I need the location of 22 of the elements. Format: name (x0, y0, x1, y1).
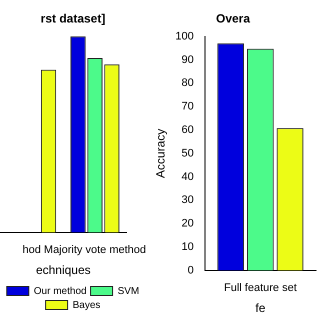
x-tick-label: hod (22, 244, 41, 256)
y-tick-label: 20 (182, 218, 194, 230)
y-tick-label: 70 (182, 100, 194, 113)
y-tick-label: 60 (182, 124, 194, 136)
y-tick-label: 90 (182, 54, 194, 66)
x-axis-title: fe (255, 301, 266, 316)
legend-label: Our method (34, 286, 87, 297)
legend-label: Bayes (72, 300, 100, 311)
x-tick-label: Full feature set (224, 282, 297, 294)
x-axis-title: echniques (36, 263, 91, 278)
y-tick-label: 80 (182, 77, 194, 90)
y-tick-label: 30 (182, 194, 194, 206)
y-tick-label: 10 (182, 241, 194, 254)
y-axis-title: Accuracy (154, 128, 168, 178)
chart-title: Overa (216, 12, 250, 26)
y-tick-label: 40 (182, 170, 194, 183)
y-tick-label: 50 (182, 147, 194, 160)
y-tick-label: 0 (188, 264, 194, 276)
y-tick-label: 100 (175, 30, 194, 42)
chart-title: rst dataset] (40, 12, 106, 26)
x-tick-label: Majority vote method (44, 244, 146, 256)
legend-label: SVM (118, 286, 140, 297)
